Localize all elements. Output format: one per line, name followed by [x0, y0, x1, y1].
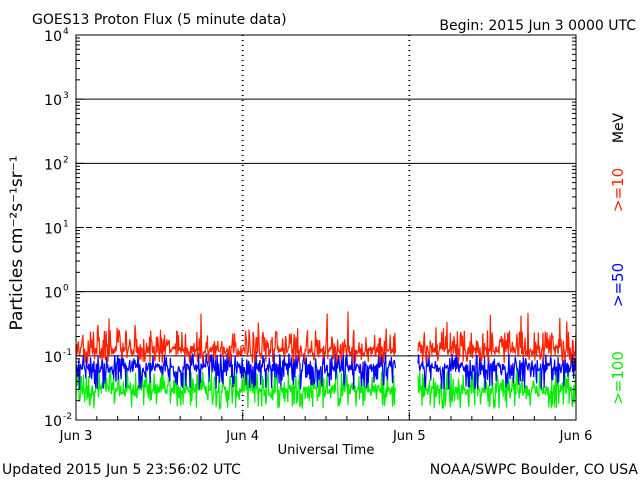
legend-label: >=50	[609, 263, 627, 307]
series-line-ge10	[417, 312, 577, 364]
y-tick-label: 10	[44, 350, 62, 366]
updated-timestamp: Updated 2015 Jun 5 23:56:02 UTC	[2, 462, 241, 478]
noaa-credit: NOAA/SWPC Boulder, CO USA	[430, 462, 639, 478]
legend-label: >=10	[609, 168, 627, 212]
y-tick-label: 10	[44, 414, 62, 430]
y-tick-exponent: -2	[63, 412, 72, 422]
begin-time: Begin: 2015 Jun 3 0000 UTC	[439, 18, 636, 34]
series-line-ge50	[417, 353, 577, 390]
y-tick-label: 10	[44, 286, 62, 302]
y-tick-label: 10	[44, 29, 62, 45]
legend-unit: MeV	[611, 112, 627, 143]
series-line-ge10	[75, 311, 397, 364]
y-tick-exponent: 3	[63, 91, 69, 101]
x-tick-label: Jun 6	[559, 429, 593, 444]
series-line-ge50	[75, 350, 397, 390]
legend-label: >=100	[609, 351, 627, 405]
y-tick-label: 10	[44, 157, 62, 173]
x-tick-label: Jun 3	[59, 429, 93, 444]
x-tick-label: Jun 4	[225, 429, 259, 444]
y-tick-exponent: -1	[63, 348, 72, 358]
y-tick-exponent: 4	[63, 27, 69, 37]
y-tick-label: 10	[44, 222, 62, 238]
chart-title: GOES13 Proton Flux (5 minute data)	[32, 12, 287, 28]
series-line-ge100	[75, 366, 397, 410]
y-tick-exponent: 2	[63, 155, 69, 165]
x-tick-label: Jun 5	[392, 429, 426, 444]
y-tick-exponent: 0	[63, 284, 69, 294]
x-axis-label: Universal Time	[278, 443, 375, 458]
y-axis-label: Particles cm⁻²s⁻¹sr⁻¹	[7, 155, 27, 330]
y-tick-exponent: 1	[63, 220, 69, 230]
y-tick-label: 10	[44, 93, 62, 109]
